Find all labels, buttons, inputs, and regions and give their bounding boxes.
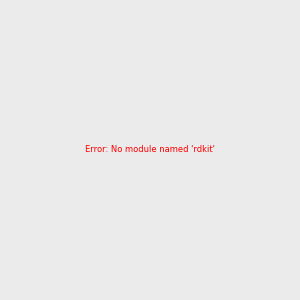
Text: Error: No module named 'rdkit': Error: No module named 'rdkit' xyxy=(85,146,215,154)
